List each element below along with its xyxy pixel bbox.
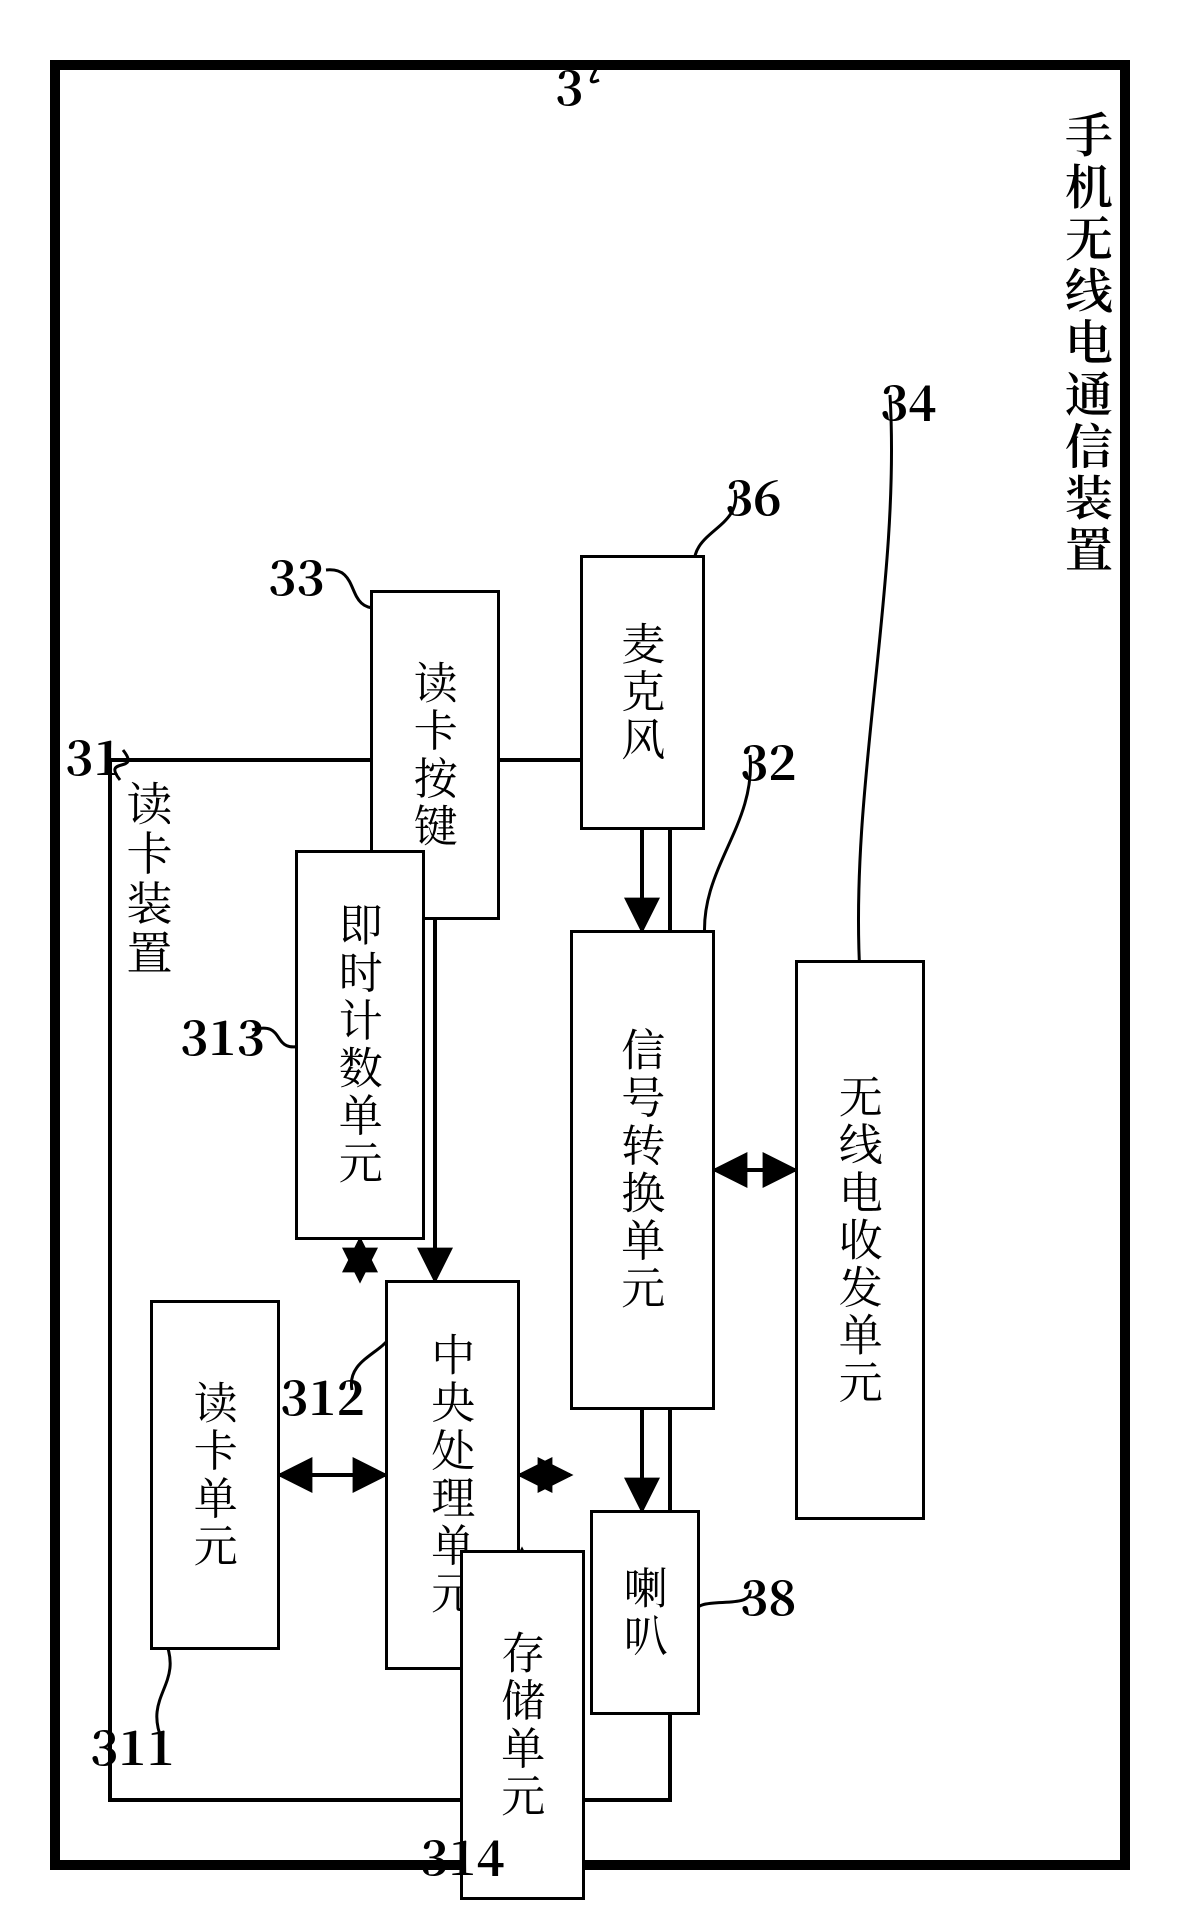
ref-312: 312 xyxy=(280,1360,365,1429)
ref-314: 314 xyxy=(420,1820,505,1889)
node-radio: 无线电收发单元 xyxy=(795,960,925,1520)
node-label: 读卡单元 xyxy=(185,1380,244,1570)
node-label: 信号转换单元 xyxy=(613,1027,672,1312)
ref-38: 38 xyxy=(740,1560,797,1629)
node-mic: 麦克风 xyxy=(580,555,705,830)
node-label: 即时计数单元 xyxy=(330,902,389,1187)
node-label: 无线电收发单元 xyxy=(830,1074,889,1407)
ref-33: 33 xyxy=(268,540,325,609)
node-rt-count: 即时计数单元 xyxy=(295,850,425,1240)
outer-title: 手机无线电通信装置 xyxy=(1058,110,1118,577)
node-speaker: 喇叭 xyxy=(590,1510,700,1715)
reader-box-title: 读卡装置 xyxy=(122,780,177,979)
node-sig-conv: 信号转换单元 xyxy=(570,930,715,1410)
node-label: 喇叭 xyxy=(615,1565,674,1660)
node-card-reader: 读卡单元 xyxy=(150,1300,280,1650)
diagram-stage: 手机无线电通信装置 读卡装置 读卡按键 麦克风信号转换单元 无线电收发单元喇叭 即时计… xyxy=(50,60,1130,1870)
ref-34: 34 xyxy=(880,365,937,434)
node-label: 存储单元 xyxy=(493,1630,552,1820)
reader-box-title-text: 读卡装置 xyxy=(118,780,180,979)
ref-36: 36 xyxy=(725,460,782,529)
node-label: 麦克风 xyxy=(613,621,672,764)
ref-32: 32 xyxy=(740,725,797,794)
ref-3: 3 xyxy=(555,50,583,119)
ref-31: 31 xyxy=(65,720,122,789)
node-label: 读卡按键 xyxy=(405,660,464,850)
ref-311: 311 xyxy=(90,1710,175,1779)
outer-title-text: 手机无线电通信装置 xyxy=(1056,110,1121,577)
ref-313: 313 xyxy=(180,1000,265,1069)
